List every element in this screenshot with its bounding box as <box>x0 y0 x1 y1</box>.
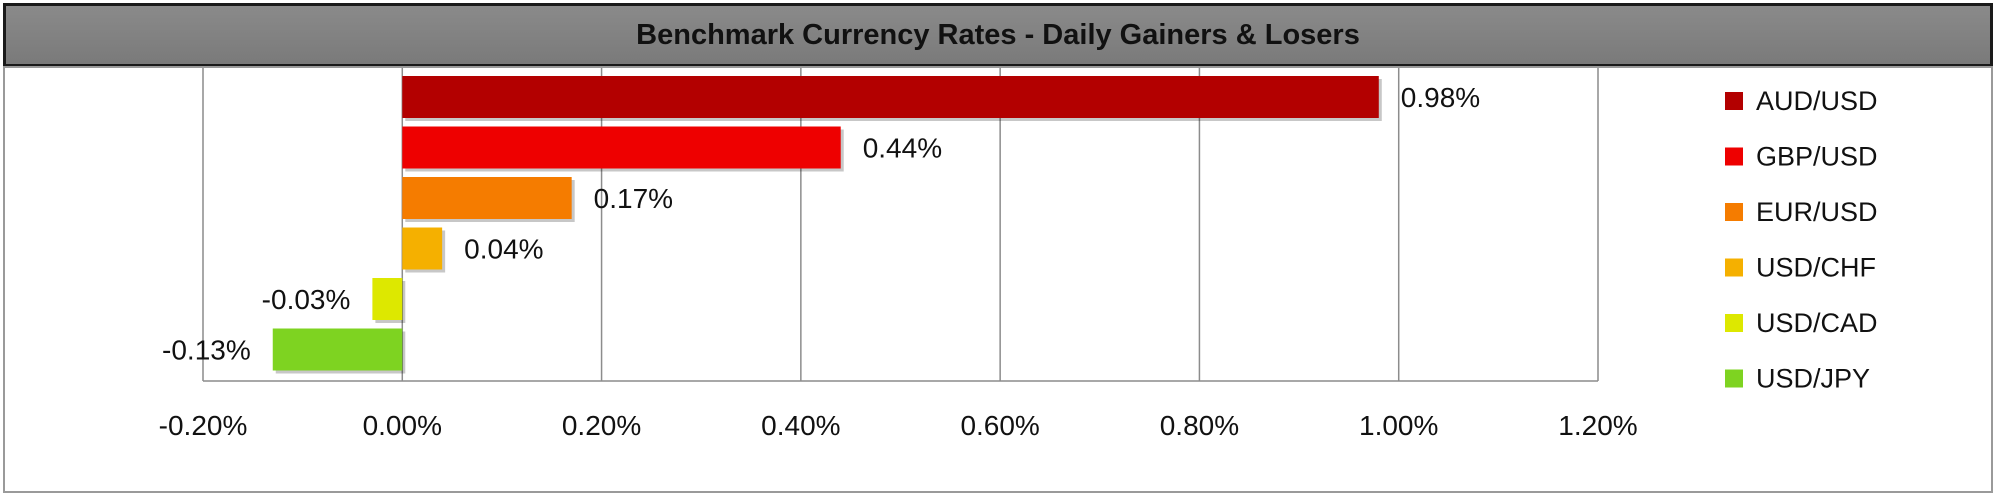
bar-aud-usd <box>402 76 1379 118</box>
grid-lines <box>202 68 1599 382</box>
legend-swatch <box>1725 314 1743 332</box>
x-tick-label: -0.20% <box>159 410 248 441</box>
legend-swatch <box>1725 203 1743 221</box>
legend-swatch <box>1725 258 1743 277</box>
x-tick-label: 1.20% <box>1558 410 1637 441</box>
x-axis-tick-labels: -0.20% 0.00% 0.20% 0.40% 0.60% 0.80% 1.00% 1.20… <box>159 410 1638 441</box>
legend-swatch <box>1725 369 1743 388</box>
data-label: -0.13% <box>162 335 251 366</box>
chart-title: Benchmark Currency Rates - Daily Gainers… <box>636 18 1360 51</box>
data-labels: 0.98% 0.44% 0.17% 0.04% -0.03% -0.13% <box>162 82 1480 366</box>
data-label: 0.98% <box>1401 82 1480 113</box>
legend-swatch <box>1725 92 1743 110</box>
legend-label: AUD/USD <box>1756 86 1878 116</box>
legend-label: EUR/USD <box>1756 197 1878 227</box>
legend-label: USD/CAD <box>1756 308 1878 338</box>
x-tick-label: 1.00% <box>1359 410 1438 441</box>
legend-label: GBP/USD <box>1756 142 1878 172</box>
bar-usd-chf <box>402 227 443 270</box>
chart-title-bar: Benchmark Currency Rates - Daily Gainers… <box>3 3 1993 67</box>
x-tick-label: 0.00% <box>363 410 442 441</box>
bar-eur-usd <box>402 177 572 219</box>
data-label: 0.44% <box>863 133 942 164</box>
x-tick-label: 0.40% <box>761 410 840 441</box>
chart-frame: 0.98% 0.44% 0.17% 0.04% -0.03% -0.13% -0.20% 0… <box>3 66 1993 493</box>
bars <box>272 76 1382 374</box>
legend-label: USD/JPY <box>1756 364 1870 394</box>
bar-usd-jpy <box>272 328 403 371</box>
data-label: 0.04% <box>464 234 543 265</box>
x-tick-label: 0.20% <box>562 410 641 441</box>
x-tick-label: 0.80% <box>1160 410 1239 441</box>
bar-usd-cad <box>372 278 403 320</box>
data-label: 0.17% <box>594 183 673 214</box>
data-label: -0.03% <box>262 284 351 315</box>
x-tick-label: 0.60% <box>960 410 1039 441</box>
bar-gbp-usd <box>402 126 841 169</box>
legend: AUD/USD GBP/USD EUR/USD USD/CHF USD/CAD USD/J… <box>1725 86 1878 394</box>
legend-label: USD/CHF <box>1756 253 1876 283</box>
bar-chart: 0.98% 0.44% 0.17% 0.04% -0.03% -0.13% -0.20% 0… <box>159 68 1878 441</box>
legend-swatch <box>1725 147 1743 166</box>
